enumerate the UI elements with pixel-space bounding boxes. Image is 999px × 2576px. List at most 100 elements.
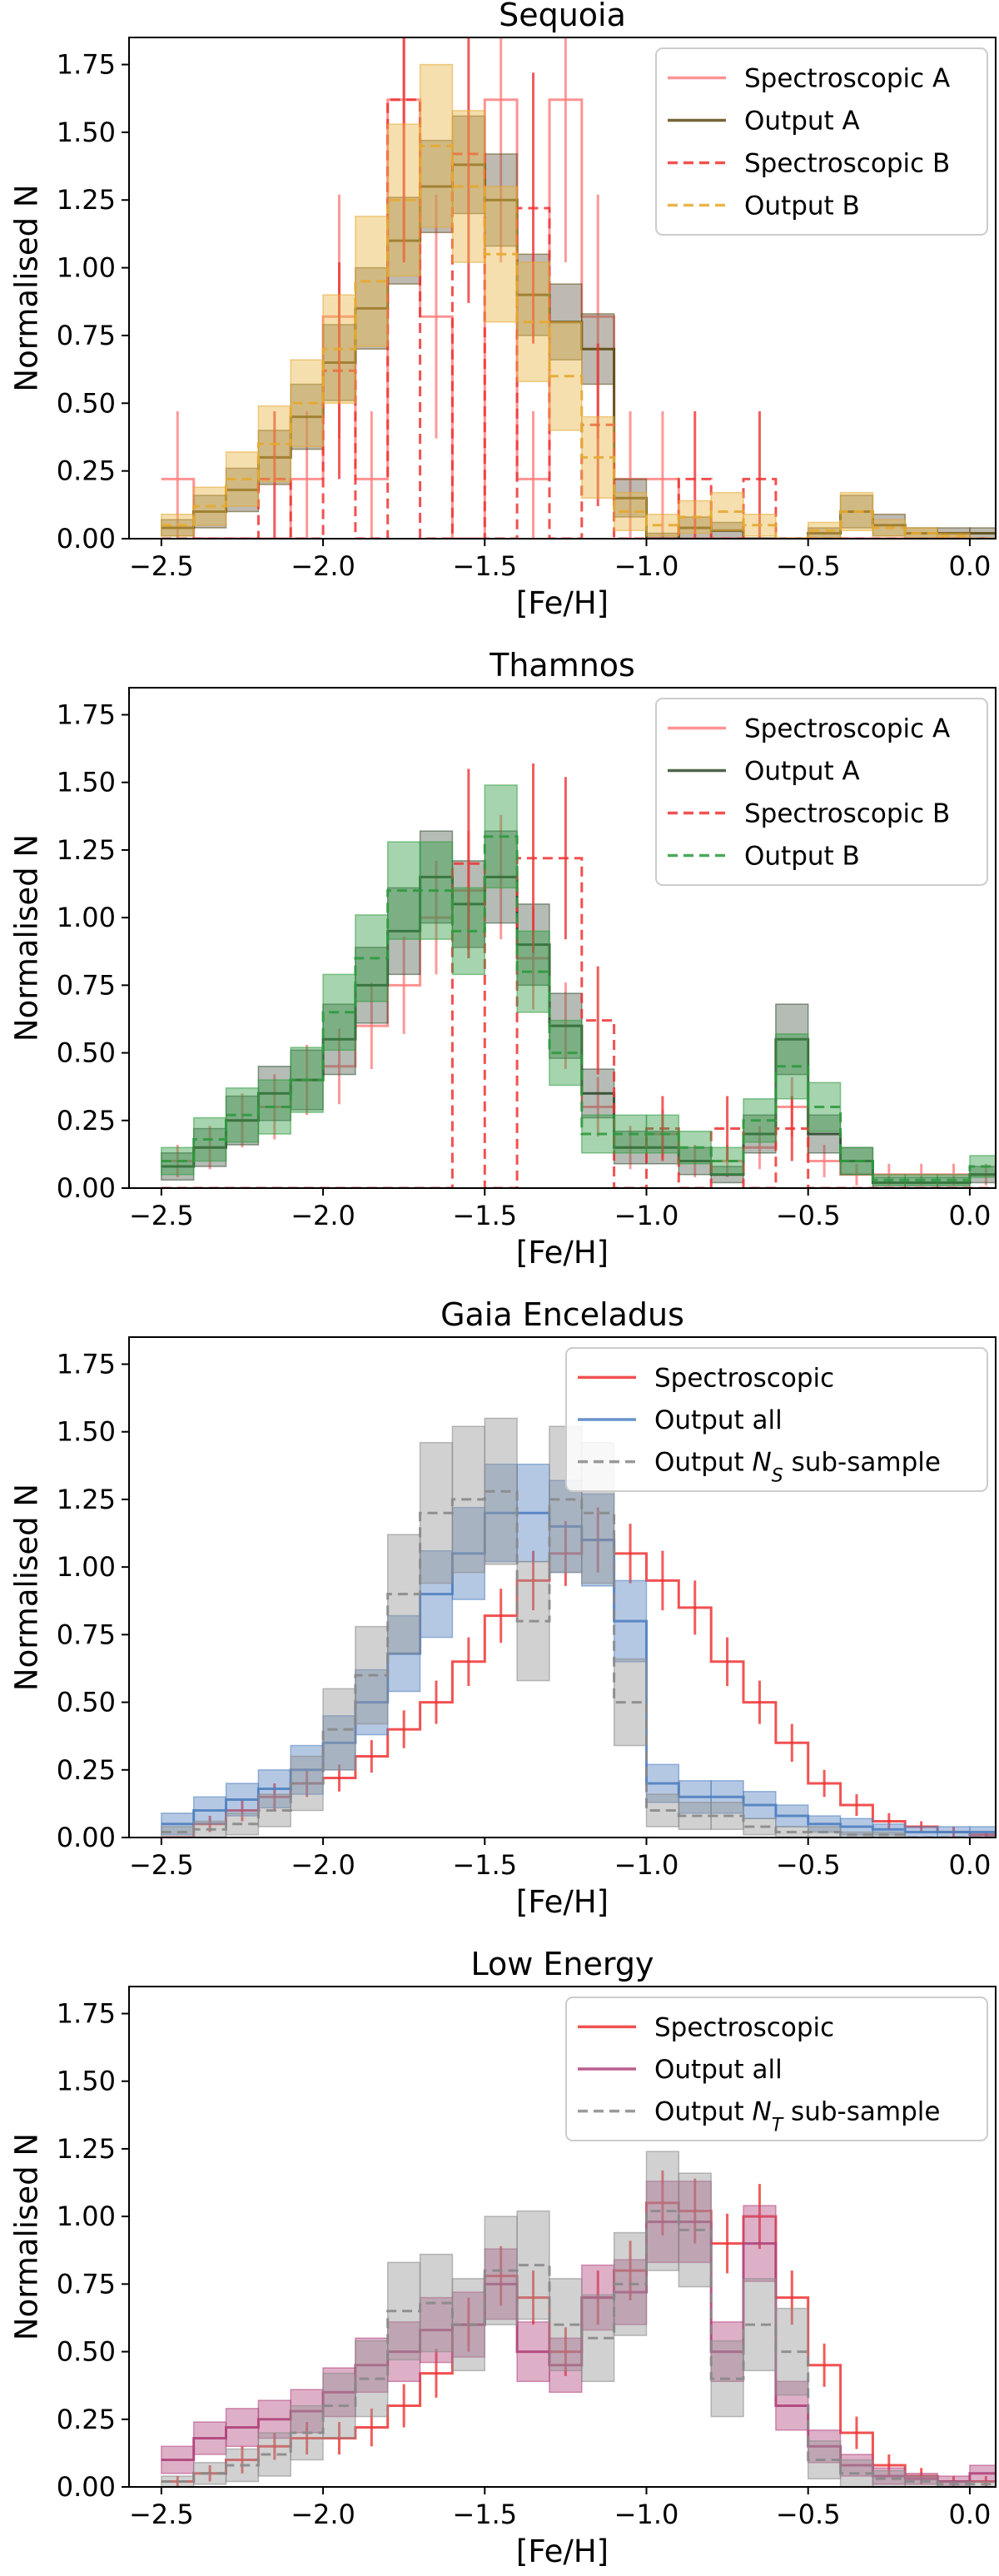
x-axis-label: [Fe/H] (516, 585, 609, 621)
legend-label-output-n-t-sub-sample: Output NT sub-sample (654, 2097, 940, 2136)
x-tick-label: −1.5 (452, 1849, 517, 1881)
y-tick-label: 0.25 (57, 1754, 116, 1786)
y-tick-label: 0.25 (57, 2404, 116, 2435)
y-tick-label: 0.50 (57, 387, 116, 419)
axes-frame-thamnos (128, 687, 997, 1189)
y-tick-label: 1.50 (57, 767, 116, 798)
series-spectroscopic-b (161, 763, 996, 1188)
x-tick-label: −2.5 (129, 550, 194, 582)
x-tick-label: −1.0 (614, 1200, 679, 1231)
legend-label-spectroscopic-a: Spectroscopic A (744, 64, 950, 94)
y-tick-label: 1.00 (57, 902, 116, 933)
panel-thamnos: −2.5 −2.0 −1.5 −1.0 −0.5 0.0 0.00 0.25 0.50 0.75 1… (9, 647, 997, 1271)
x-tick-label: −1.5 (452, 1200, 517, 1231)
x-tick-label: 0.0 (948, 1849, 991, 1881)
step-line-output-n-t-sub-sample (161, 2210, 996, 2486)
y-tick-label: 0.00 (57, 1172, 116, 1204)
x-tick-label: −1.0 (614, 1849, 679, 1881)
series-output-n-s-sub-sample (161, 1417, 996, 1838)
legend-thamnos: Spectroscopic A Output A Spectroscopic B Ou… (655, 698, 988, 886)
legend-label-output-all: Output all (654, 2055, 783, 2085)
y-axis-label: Normalised N (9, 834, 45, 1042)
step-line-output-b (161, 835, 996, 1181)
series-output-n-t-sub-sample (161, 2151, 996, 2487)
series-spectroscopic-b (161, 37, 996, 539)
legend-label-spectroscopic-b: Spectroscopic B (744, 149, 950, 179)
y-tick-label: 1.75 (57, 1348, 116, 1380)
x-tick-label: −1.0 (614, 550, 679, 582)
y-tick-label: 1.75 (57, 699, 116, 730)
legend-sequoia: Spectroscopic A Output A Spectroscopic B Ou… (655, 47, 988, 236)
panel-title: Low Energy (471, 1946, 654, 1982)
y-tick-label: 1.25 (57, 1484, 116, 1515)
x-tick-label: −2.5 (129, 1849, 194, 1881)
y-tick-label: 1.75 (57, 1997, 116, 2029)
x-tick-label: −0.5 (776, 2499, 841, 2530)
axes-frame-low-energy (128, 1986, 997, 2488)
x-tick-label: −2.0 (291, 1849, 355, 1881)
legend-low-energy: Spectroscopic Output all Output NT sub-sam… (565, 1997, 988, 2141)
legend-label-output-a: Output A (744, 757, 860, 787)
y-tick-label: 1.50 (57, 1416, 116, 1448)
y-axis-label: Normalised N (9, 1484, 45, 1691)
y-tick-label: 0.75 (57, 1619, 116, 1650)
panel-sequoia: −2.5 −2.0 −1.5 −1.0 −0.5 0.0 0.00 0.25 0.50 0.75 1… (9, 0, 997, 621)
series-output-all (161, 1463, 996, 1838)
plot-area-low-energy (161, 2151, 996, 2487)
y-tick-label: 0.75 (57, 969, 116, 1001)
y-axis-label: Normalised N (9, 184, 45, 391)
legend-box (655, 47, 988, 236)
plot-area-gaia-enceladus (161, 1417, 996, 1838)
x-tick-label: −2.5 (129, 2499, 194, 2530)
x-axis-label: [Fe/H] (516, 2534, 609, 2569)
y-tick-label: 1.25 (57, 834, 116, 866)
legend-label-output-a: Output A (744, 107, 860, 137)
x-tick-label: 0.0 (948, 2499, 991, 2530)
legend-label-spectroscopic-a: Spectroscopic A (744, 714, 950, 744)
y-tick-label: 0.50 (57, 2336, 116, 2368)
step-line-spectroscopic-b (161, 98, 996, 539)
x-tick-label: −1.0 (614, 2499, 679, 2530)
legend-label-output-b: Output B (744, 842, 860, 872)
y-tick-label: 1.00 (57, 1551, 116, 1583)
y-tick-label: 0.00 (57, 1822, 116, 1853)
legend-label-output-all: Output all (654, 1405, 783, 1435)
legend-box (565, 1347, 988, 1492)
x-axis-label: [Fe/H] (516, 1884, 609, 1920)
axes-frame-gaia-enceladus (128, 1336, 997, 1838)
axes-frame-sequoia (128, 37, 997, 540)
panel-title: Sequoia (499, 0, 626, 33)
y-tick-label: 0.75 (57, 320, 116, 351)
plot-area-sequoia (161, 37, 996, 539)
x-tick-label: −1.5 (452, 550, 517, 582)
x-tick-label: −2.5 (129, 1200, 194, 1231)
y-tick-label: 1.25 (57, 184, 116, 216)
y-tick-label: 1.50 (57, 2066, 116, 2097)
x-axis-label: [Fe/H] (516, 1235, 609, 1271)
y-tick-label: 0.50 (57, 1037, 116, 1069)
y-tick-label: 1.75 (57, 49, 116, 81)
y-tick-label: 0.50 (57, 1687, 116, 1718)
y-tick-label: 1.00 (57, 2201, 116, 2232)
y-tick-label: 0.00 (57, 523, 116, 554)
y-tick-label: 1.00 (57, 252, 116, 284)
step-line-output-b (161, 144, 996, 539)
legend-label-spectroscopic: Spectroscopic (654, 1363, 834, 1393)
x-tick-label: 0.0 (948, 550, 991, 582)
panel-title: Gaia Enceladus (440, 1296, 684, 1333)
y-tick-label: 0.25 (57, 1105, 116, 1136)
y-tick-label: 0.25 (57, 455, 116, 487)
y-tick-label: 1.50 (57, 117, 116, 148)
x-tick-label: −2.0 (291, 550, 355, 582)
x-tick-label: −0.5 (776, 1200, 841, 1231)
x-tick-label: −0.5 (776, 550, 841, 582)
panel-title: Thamnos (489, 647, 635, 684)
x-tick-label: 0.0 (948, 1200, 991, 1231)
series-output-b (161, 784, 996, 1186)
plot-area-thamnos (161, 763, 996, 1188)
step-line-output-n-s-sub-sample (161, 1489, 996, 1838)
series-output-all (161, 2181, 996, 2487)
y-axis-label: Normalised N (9, 2133, 45, 2340)
